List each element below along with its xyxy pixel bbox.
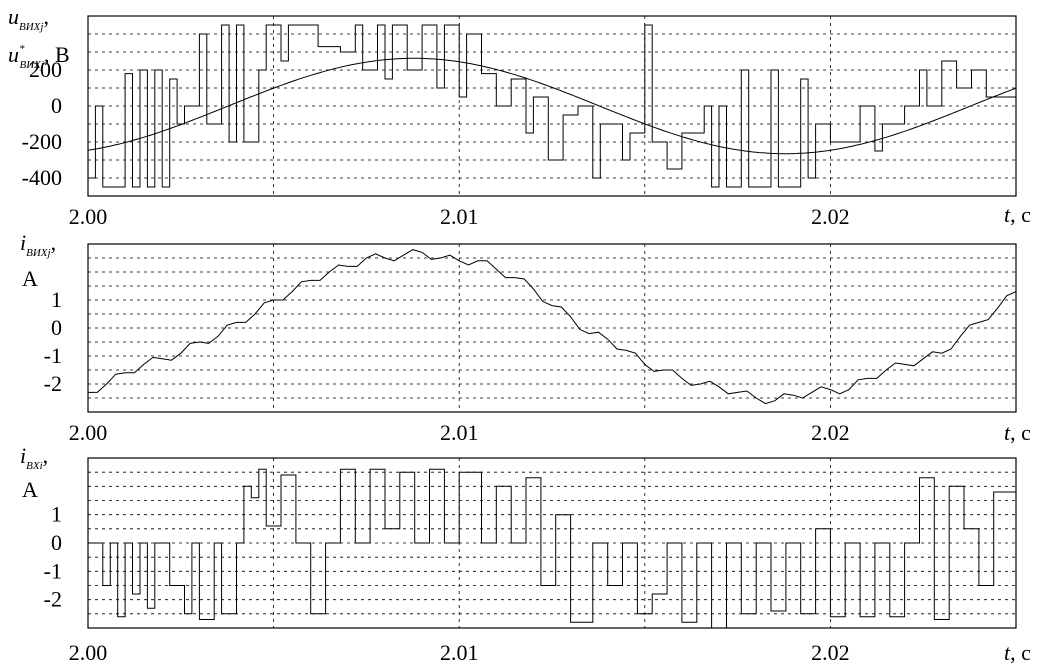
panel-top-x-ticks: 2.00 2.01 2.02 [69, 204, 850, 229]
y-tick-label: 0 [51, 530, 62, 555]
x-tick-label: 2.02 [811, 204, 850, 229]
y-tick-label: -400 [22, 165, 62, 190]
panel-middle-xlabel-main: t [1004, 420, 1011, 445]
y-tick-label: 1 [51, 502, 62, 527]
panel-middle: iВИХj, A 1 0 -1 -2 2.00 2.01 2.02 t, с [20, 230, 1031, 445]
panel-middle-grid [88, 244, 1017, 412]
panel-top-traces [87, 24, 1017, 188]
current-trace [88, 249, 1017, 405]
panel-bottom-y-ticks: 1 0 -1 -2 [44, 502, 62, 612]
x-tick-label: 2.01 [440, 420, 479, 445]
panel-middle-ylabel-unit: A [22, 266, 38, 291]
panel-bottom-ylabel-1: iBXi, [20, 443, 48, 472]
panel-bottom-x-ticks: 2.00 2.01 2.02 [69, 640, 850, 665]
panel-middle-x-ticks: 2.00 2.01 2.02 [69, 420, 850, 445]
panel-bottom: iBXi, A 1 0 -1 -2 2.00 2.01 2.02 t, с [20, 443, 1031, 665]
x-tick-label: 2.02 [811, 420, 850, 445]
y-tick-label: -1 [44, 558, 62, 583]
y-tick-label: 200 [29, 57, 62, 82]
x-tick-label: 2.01 [440, 204, 479, 229]
panel-top-ylabel-2: u* ВИХj, В [8, 42, 70, 71]
panel-middle-ylabel-sub: ВИХj [26, 247, 50, 259]
y-tick-label: 1 [51, 287, 62, 312]
panel-bottom-traces [88, 468, 1017, 629]
reference-sine-trace [87, 57, 1017, 155]
panel-bottom-ylabel-comma: , [43, 443, 49, 468]
panel-bottom-xlabel-unit: , с [1010, 640, 1031, 665]
y-tick-label: -1 [44, 343, 62, 368]
panel-top-ylabel-2-unit: , В [44, 42, 70, 67]
panel-middle-ylabel-1: iВИХj, [20, 230, 56, 259]
panel-middle-ylabel-comma: , [51, 230, 57, 255]
y-tick-label: -2 [44, 371, 62, 396]
panel-bottom-ylabel-sub: BXi [26, 460, 43, 472]
y-tick-label: -200 [22, 129, 62, 154]
pwm-trace [88, 468, 1017, 629]
y-tick-label: 0 [51, 93, 62, 118]
panel-middle-xlabel: t, с [1004, 420, 1031, 445]
panel-bottom-xlabel: t, с [1004, 640, 1031, 665]
x-tick-label: 2.00 [69, 640, 108, 665]
x-tick-label: 2.02 [811, 640, 850, 665]
panel-top-xlabel-main: t [1004, 202, 1011, 227]
x-tick-label: 2.00 [69, 420, 108, 445]
panel-top-ylabel-2-sup: * [19, 43, 25, 55]
panel-top-ylabel-2-sub: ВИХj [20, 59, 44, 71]
y-tick-label: -2 [44, 587, 62, 612]
panel-top-xlabel: t, с [1004, 202, 1031, 227]
panel-top-y-ticks: 200 0 -200 -400 [22, 57, 62, 190]
panel-middle-ylabel-main: i [20, 230, 26, 255]
panel-middle-xlabel-unit: , с [1010, 420, 1031, 445]
panel-top-ylabel-2-main: u [8, 42, 19, 67]
panel-top-ylabel-1-sub: ВИХj [19, 21, 43, 33]
panel-top-ylabel-1: uВИХj, [8, 4, 49, 33]
panel-middle-traces [88, 249, 1017, 405]
panel-top-ylabel-1-comma: , [43, 4, 49, 29]
panel-top-ylabel-1-main: u [8, 4, 19, 29]
panel-middle-y-ticks: 1 0 -1 -2 [44, 287, 62, 396]
y-tick-label: 0 [51, 315, 62, 340]
panel-bottom-ylabel-unit: A [22, 477, 38, 502]
x-tick-label: 2.00 [69, 204, 108, 229]
pwm-trace [88, 24, 1017, 188]
panel-bottom-ylabel-main: i [20, 443, 26, 468]
panel-top-xlabel-unit: , с [1010, 202, 1031, 227]
panel-bottom-xlabel-main: t [1004, 640, 1011, 665]
x-tick-label: 2.01 [440, 640, 479, 665]
